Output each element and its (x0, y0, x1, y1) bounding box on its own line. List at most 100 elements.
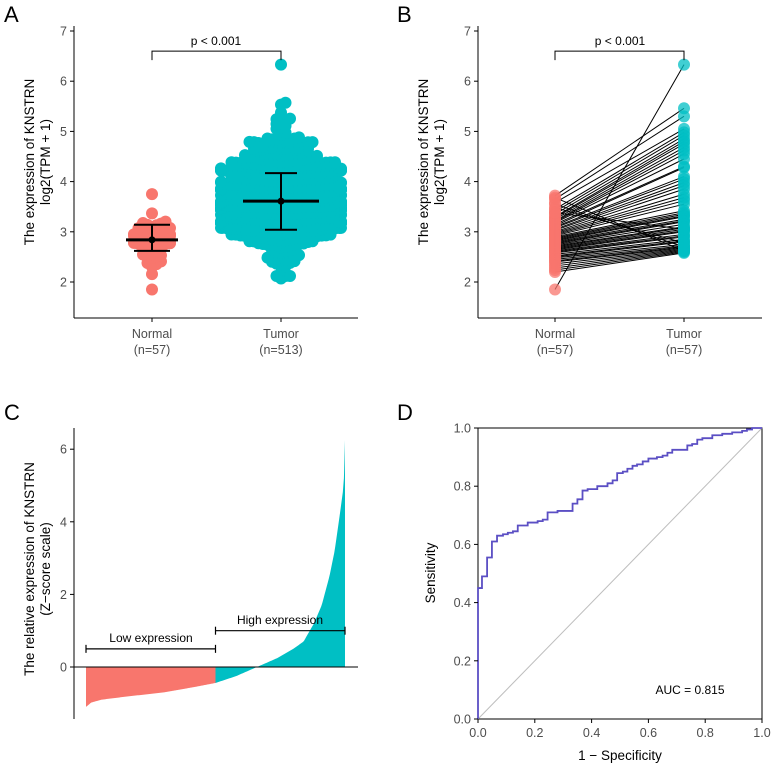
tumor-point (293, 131, 305, 144)
pair-line (554, 243, 685, 259)
pair-line (554, 251, 685, 271)
panel-b-marks (549, 58, 690, 296)
pair-line (554, 226, 685, 247)
y-tick-label: 0.2 (454, 654, 471, 668)
pair-line (554, 240, 685, 257)
panel-d-marks (477, 427, 763, 720)
pair-line (554, 216, 685, 242)
pair-line (554, 188, 685, 233)
panel-c-y-title-line2: (Z−score scale) (38, 522, 53, 615)
x-tick-label: 0.4 (583, 726, 600, 740)
x-tick-label: 0.6 (640, 726, 657, 740)
panel-b-y-ticks: 2 3 4 5 6 7 (464, 25, 478, 290)
panel-d-y-title: Sensitivity (423, 542, 438, 603)
pair-line (554, 107, 685, 197)
pair-line (554, 247, 685, 263)
tumor-point (279, 96, 292, 109)
pair-line (554, 158, 685, 224)
panel-b-y-title-line1: The expression of KNSTRN (416, 79, 431, 246)
pair-line (554, 235, 685, 253)
pair-line (554, 182, 685, 230)
tumor-point (311, 149, 323, 162)
x-tick-label: 1.0 (753, 726, 770, 740)
y-tick-label: 5 (60, 125, 67, 139)
pair-line (554, 207, 685, 244)
x-tick-label: 0.0 (469, 726, 486, 740)
panel-a-x-ticks: Normal (n=57) Tumor (n=513) (132, 318, 303, 357)
panel-b-y-title-line2: log2(TPM + 1) (432, 119, 447, 205)
tumor-point (678, 110, 690, 123)
panel-label-b: B (397, 2, 412, 27)
low-expression-area (86, 667, 216, 707)
pair-line (554, 252, 685, 273)
y-tick-label: 2 (464, 276, 471, 290)
tumor-point (678, 161, 690, 174)
panel-d: D 0.00.20.40.60.81.0 0.0 0.2 0.4 0.6 0.8 1.0 … (397, 400, 771, 763)
pair-line (554, 193, 685, 234)
pair-line (554, 246, 685, 262)
normal-point (146, 207, 158, 220)
pair-line (554, 178, 685, 229)
y-tick-label: 3 (60, 225, 67, 239)
tumor-point (225, 156, 238, 169)
pair-line (554, 185, 685, 231)
panel-b-x-ticks: Normal (n=57) Tumor (n=57) (535, 318, 702, 357)
pair-line (554, 197, 685, 252)
panel-d-x-title: 1 − Specificity (578, 748, 662, 763)
panel-b-significance-bracket: p < 0.001 (554, 34, 685, 61)
pair-line (554, 231, 685, 251)
tumor-point (678, 58, 690, 71)
pair-line (554, 221, 685, 245)
panel-d-plot-frame (477, 427, 763, 720)
pair-line (554, 248, 685, 265)
y-tick-label: 0.8 (454, 480, 471, 494)
panel-c-annotations: Low expression High expression (109, 613, 323, 645)
panel-a-y-ticks: 2 3 4 5 6 7 (60, 25, 74, 290)
low-expression-label: Low expression (109, 631, 192, 645)
reference-diagonal (477, 427, 763, 720)
pair-line (554, 227, 685, 248)
tumor-point (678, 236, 690, 249)
pair-line (554, 153, 685, 223)
panel-c-marks (74, 440, 358, 707)
y-tick-label: 5 (464, 125, 471, 139)
panel-label-c: C (4, 400, 20, 425)
normal-point (549, 265, 561, 278)
tumor-point (284, 112, 296, 125)
y-tick-label: 4 (60, 515, 67, 529)
significance-bracket-line (151, 50, 282, 61)
normal-point (549, 206, 561, 219)
pair-line (554, 218, 685, 243)
auc-label: AUC = 0.815 (655, 683, 724, 697)
pair-line (554, 250, 685, 269)
pair-line (554, 215, 685, 241)
x-tick-count: (n=57) (537, 343, 573, 357)
roc-curve (477, 427, 762, 719)
significance-bracket-line (554, 50, 685, 61)
pair-line (554, 249, 685, 267)
x-tick-label: Tumor (263, 327, 299, 341)
panel-c: C 0 2 4 6 The relative expression of KNSTRN… (4, 400, 358, 719)
tumor-point (306, 136, 319, 149)
pair-line (554, 203, 685, 237)
pair-line (554, 143, 685, 219)
tumor-point (329, 156, 341, 169)
pair-line (554, 245, 685, 260)
panel-b: B 2 3 4 5 6 7 Normal (n=57) Tumor (n=57) The exp… (397, 2, 762, 357)
x-tick-label: 0.8 (697, 726, 714, 740)
panel-b-p-value: p < 0.001 (595, 34, 646, 48)
pair-line (554, 167, 685, 227)
pair-line (554, 150, 685, 222)
x-tick-count: (n=513) (259, 343, 302, 357)
mean-point (148, 236, 156, 244)
panel-a-p-value: p < 0.001 (191, 34, 242, 48)
normal-point (146, 188, 158, 201)
high-expression-label: High expression (237, 613, 323, 627)
tumor-point (243, 135, 256, 148)
normal-point (549, 283, 561, 296)
pair-line (554, 200, 685, 236)
tumor-point (261, 132, 274, 145)
tumor-point (239, 149, 251, 162)
high-expression-area (215, 440, 345, 683)
